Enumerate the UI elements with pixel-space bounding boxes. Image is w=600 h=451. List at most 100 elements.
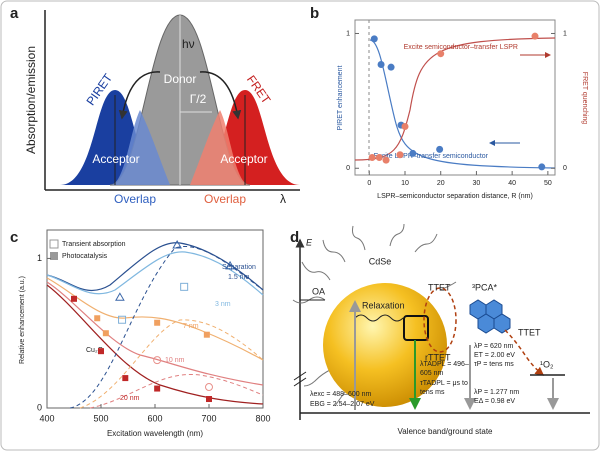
oa-label: OA: [312, 286, 325, 296]
point: [153, 356, 162, 365]
ttet-loop: [423, 287, 457, 353]
curve-label: Separation: [222, 264, 256, 271]
point: [538, 163, 546, 171]
arrow: [199, 71, 242, 120]
point: [437, 50, 445, 58]
x-axis-label: LSPR–semiconductor separation distance, …: [377, 193, 533, 200]
cdse-label: CdSe: [369, 256, 392, 266]
x-tick-label: 0: [367, 180, 371, 187]
x-tick-label: 700: [201, 413, 216, 423]
panel-label: a: [10, 5, 19, 22]
x-tick-label: 500: [93, 413, 108, 423]
y-axis-label: PIRET enhancement: [337, 66, 344, 131]
point: [94, 315, 101, 322]
curve: [46, 277, 264, 361]
curve-label: Cu₂O: [86, 347, 104, 354]
panel-label: b: [310, 5, 319, 22]
point: [205, 383, 213, 392]
y-axis-label: Relative enhancement (a.u.): [19, 276, 26, 364]
o2-label: ¹O₂: [540, 359, 554, 369]
point: [531, 32, 539, 40]
curve: [89, 373, 264, 409]
annotation: Excite LSPR–transfer semiconductor: [374, 153, 489, 160]
annotation: Excite semiconductor–transfer LSPR: [404, 44, 518, 51]
tadpl-label: tens ms: [420, 389, 445, 396]
donor-label: Donor: [164, 72, 197, 86]
o2-energy-label: EΔ = 0.98 eV: [474, 398, 515, 405]
curve: [79, 319, 264, 409]
legend-swatch: [50, 252, 58, 260]
relaxation: [354, 314, 404, 322]
overlap-label: Overlap: [114, 192, 156, 206]
x-tick-label: 600: [147, 413, 162, 423]
point: [436, 145, 444, 153]
ttet-label: TTET: [518, 327, 541, 337]
panel-b: b LSPR–semiconductor separation distance…: [310, 5, 588, 200]
ligands: [292, 223, 457, 407]
curve-label: 3 nm: [215, 301, 231, 308]
acceptor-label: Acceptor: [92, 152, 139, 166]
x-tick-label: 40: [508, 180, 516, 187]
curve: [46, 284, 264, 405]
axis-break: [293, 377, 307, 387]
p-label: τP = tens ms: [474, 361, 514, 368]
point: [172, 239, 183, 249]
overlap-right: [190, 110, 250, 185]
exc-label: EBG = 2.54–2.07 eV: [310, 401, 375, 408]
curve-label: 10 nm: [165, 357, 185, 364]
point: [225, 260, 235, 270]
curve-label: 20 nm: [120, 395, 140, 402]
point: [203, 331, 210, 338]
overlap-left: [110, 110, 170, 185]
point: [401, 122, 409, 130]
hv-label: hν: [182, 37, 195, 51]
point: [71, 295, 77, 302]
curve: [46, 251, 264, 296]
x-tick-label: 50: [544, 180, 552, 187]
point: [375, 153, 383, 161]
y-tick-label: 1: [37, 253, 42, 263]
point: [382, 156, 390, 164]
overlap-label: Overlap: [204, 192, 246, 206]
point: [370, 35, 378, 43]
panel-d: d E CdSe OA Relaxation TTET ³PCA* TTET r…: [290, 223, 590, 436]
axis-break: [293, 371, 307, 381]
panel-label: d: [290, 229, 299, 246]
tadpl-label: 605 nm: [420, 370, 444, 377]
x-tick-label: 400: [39, 413, 54, 423]
point: [154, 319, 161, 326]
piret-fit: [369, 39, 556, 169]
p-label: λP = 620 nm: [474, 343, 514, 350]
point: [154, 385, 161, 392]
point: [396, 151, 404, 159]
panel-a: a Absorption/emission λ hν Donor Γ/2 PIR…: [10, 5, 300, 206]
pca-label: ³PCA*: [472, 282, 498, 292]
x-axis-label: Excitation wavelength (nm): [107, 429, 203, 438]
acceptor-label: Acceptor: [220, 152, 267, 166]
x-tick-label: 30: [473, 180, 481, 187]
x-axis-label: λ: [280, 192, 286, 206]
point: [122, 375, 129, 382]
p-label: ET = 2.00 eV: [474, 352, 515, 359]
relaxation-label: Relaxation: [362, 300, 405, 310]
y-tick-label: 1: [346, 30, 350, 37]
y2-tick-label: 0: [563, 165, 567, 172]
x-tick-label: 800: [255, 413, 270, 423]
y-tick-label: 0: [346, 165, 350, 172]
point: [377, 60, 385, 68]
fret-fit: [354, 37, 556, 161]
x-tick-label: 10: [401, 180, 409, 187]
energy-label: E: [306, 237, 313, 247]
curve: [46, 242, 264, 291]
point: [206, 396, 212, 403]
curve: [46, 281, 264, 386]
gamma-label: Γ/2: [190, 92, 207, 106]
x-tick-label: 20: [437, 180, 445, 187]
exc-label: λexc = 488–600 nm: [310, 391, 371, 398]
ttet-arrow: [504, 329, 545, 376]
curve-label: 7 nm: [183, 323, 199, 330]
plot-frame: [354, 19, 556, 176]
legend-label: Photocatalysis: [62, 253, 108, 260]
